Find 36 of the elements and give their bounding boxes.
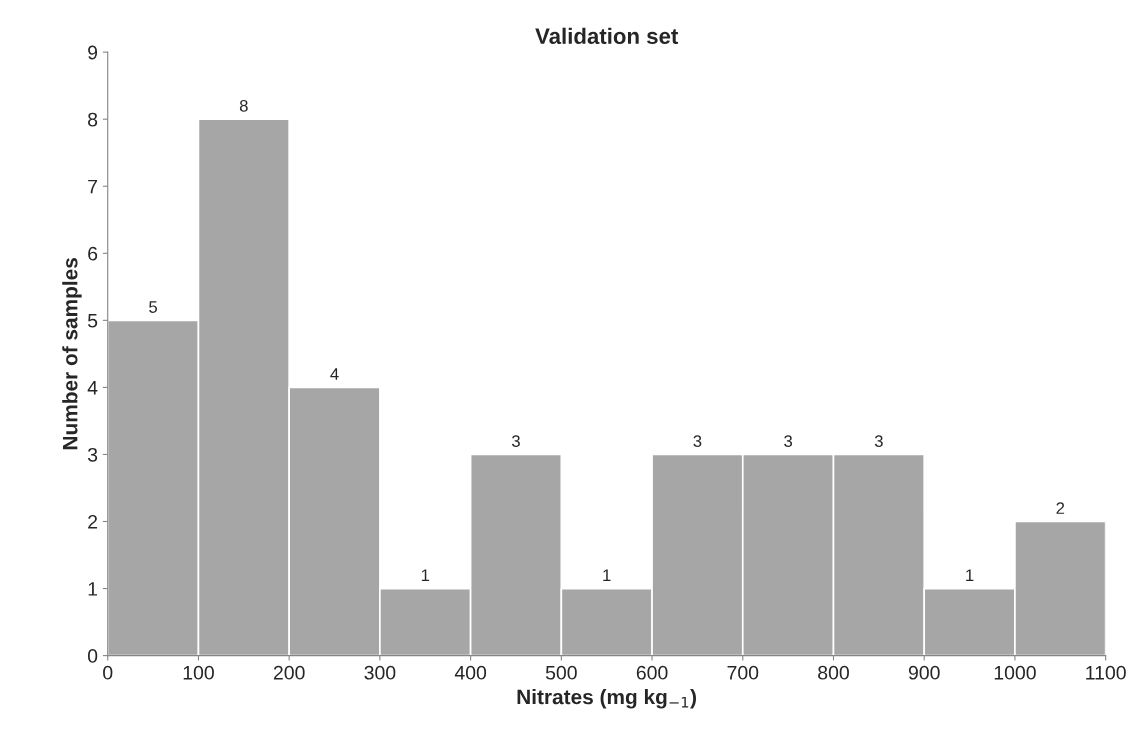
data-label: 3 bbox=[784, 435, 793, 447]
data-label: 3 bbox=[511, 435, 520, 447]
x-tick-label: 0 bbox=[103, 665, 113, 680]
x-tick-label: 100 bbox=[183, 665, 214, 680]
y-tick-label: 6 bbox=[88, 246, 98, 261]
x-tick-label: 300 bbox=[364, 665, 396, 680]
y-tick-label: 0 bbox=[87, 649, 98, 663]
y-tick-label: 1 bbox=[88, 582, 98, 596]
y-tick-label: 2 bbox=[88, 514, 98, 529]
x-tick-label: 800 bbox=[818, 665, 849, 680]
x-tick-label: 500 bbox=[545, 665, 577, 680]
y-tick-label: 3 bbox=[87, 447, 98, 462]
x-tick-label: 1000 bbox=[994, 665, 1036, 680]
x-tick-label: 1100 bbox=[1086, 665, 1126, 680]
y-tick-label: 9 bbox=[88, 45, 98, 60]
data-label: 1 bbox=[966, 569, 974, 581]
x-tick-label: 400 bbox=[454, 665, 487, 680]
data-label: 1 bbox=[421, 569, 430, 581]
x-tick-label: 600 bbox=[636, 665, 668, 680]
y-tick-label: 4 bbox=[87, 381, 98, 395]
data-label: 1 bbox=[603, 569, 611, 581]
y-tick-label: 7 bbox=[88, 179, 98, 194]
data-label: 5 bbox=[149, 301, 158, 313]
chart-title: Validation set bbox=[535, 27, 679, 45]
data-label: 3 bbox=[874, 435, 883, 447]
data-label: 8 bbox=[239, 99, 248, 112]
data-label: 4 bbox=[330, 368, 339, 380]
data-label: 3 bbox=[693, 435, 702, 447]
data-label: 2 bbox=[1056, 502, 1065, 514]
y-tick-label: 5 bbox=[87, 314, 98, 328]
x-axis-title: Nitrates (mg kg$_{−1}$) bbox=[517, 689, 696, 709]
y-tick-label: 8 bbox=[88, 112, 98, 127]
y-axis-title: Number of samples bbox=[62, 258, 82, 450]
x-tick-label: 700 bbox=[727, 665, 759, 680]
x-tick-label: 900 bbox=[908, 665, 940, 680]
x-tick-label: 200 bbox=[273, 665, 305, 680]
